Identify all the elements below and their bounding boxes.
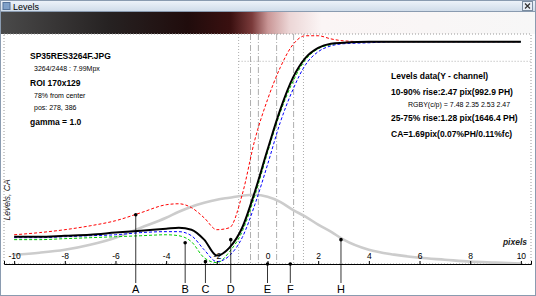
series-line [14, 42, 521, 262]
x-tick-label: 4 [367, 251, 372, 261]
x-tick-label: -8 [62, 251, 70, 261]
annotation-label: A [132, 283, 140, 295]
x-tick-label: 8 [468, 251, 473, 261]
series-line [14, 42, 521, 263]
x-tick-label: -4 [163, 251, 171, 261]
x-tick: 10 [517, 251, 527, 264]
annotation-line [185, 243, 186, 283]
annotation-dot [183, 241, 187, 245]
info-text: 78% from center [34, 92, 86, 99]
x-tick-mark [65, 261, 66, 264]
close-box[interactable] [523, 2, 533, 11]
x-tick-mark [470, 261, 471, 264]
info-text: 10-90% rise:2.47 pix(992.9 PH) [391, 87, 513, 97]
close-icon[interactable] [525, 4, 530, 9]
x-tick-mark [420, 261, 421, 264]
annotation-dot [339, 238, 343, 242]
window-icon [3, 3, 10, 10]
x-tick-label: -2 [214, 251, 222, 261]
plot-area [14, 34, 531, 264]
annotation-label: D [227, 283, 235, 295]
x-tick: 8 [468, 251, 473, 264]
annotation-label: F [287, 283, 294, 295]
annotation-line [267, 264, 268, 283]
series-line [14, 36, 521, 235]
annotation-line [230, 240, 231, 283]
levels-window: Levels -10 -8 -6 -4 -2 0 2 4 6 8 10 Levels, CA pixels… [0, 0, 536, 296]
info-text: RGBY(c/p) = 7.48 2.35 2.53 2.47 [408, 101, 510, 109]
reference-vline [293, 34, 294, 264]
series-line [14, 42, 521, 256]
x-tick: -6 [112, 251, 120, 264]
x-tick-mark [115, 261, 116, 264]
x-tick-mark [318, 261, 319, 264]
x-tick: 0 [266, 251, 271, 264]
x-tick-label: 6 [418, 251, 423, 261]
annotation-dot [289, 262, 293, 266]
x-tick-mark [166, 261, 167, 264]
series-line [14, 195, 521, 264]
annotation-dot [204, 260, 208, 264]
window-background [1, 1, 536, 296]
reference-vline [250, 34, 251, 264]
x-tick-label: 2 [316, 251, 321, 261]
info-text: Levels data(Y - channel) [391, 71, 488, 81]
y-axis-title: Levels, CA [2, 179, 12, 220]
x-tick: -8 [62, 251, 70, 264]
reference-vline [238, 34, 239, 264]
annotation-line [290, 264, 291, 283]
annotation-label: C [201, 283, 209, 295]
info-text: pos: 278, 386 [34, 104, 77, 112]
x-tick: 2 [316, 251, 321, 264]
info-text: 3264/2448 : 7.99Mpx [34, 65, 100, 73]
reference-vline [258, 34, 259, 264]
x-tick-label: -6 [112, 251, 120, 261]
annotation-line [205, 262, 206, 283]
x-tick-label: 10 [517, 251, 527, 261]
info-text: 25-75% rise:1.28 pix(1646.4 PH) [391, 113, 518, 123]
plot-frame [4, 34, 531, 264]
x-tick-mark [14, 261, 15, 264]
window-title: Levels [13, 2, 40, 12]
edge-image-strip [1, 12, 535, 34]
annotation-dot [229, 238, 233, 242]
info-text: SP35RES3264F.JPG [30, 51, 111, 61]
info-text: gamma = 1.0 [30, 117, 82, 127]
annotation-label: E [264, 283, 271, 295]
info-text: ROI 170x129 [30, 78, 81, 88]
annotation-label: B [181, 283, 188, 295]
x-tick-mark [369, 261, 370, 264]
x-tick-mark [217, 261, 218, 264]
annotation-dot [134, 213, 138, 217]
x-tick: -4 [163, 251, 171, 264]
annotation-dot [266, 262, 270, 266]
x-axis-title: pixels [502, 237, 527, 247]
title-bar [1, 1, 536, 12]
x-tick: 4 [367, 251, 372, 264]
x-tick-label: -10 [8, 251, 21, 261]
annotation-line [135, 215, 136, 283]
reference-hline [239, 61, 531, 62]
x-tick-mark [521, 261, 522, 264]
reference-vline [276, 34, 277, 264]
annotation-line [340, 240, 341, 283]
annotation-label: H [337, 283, 345, 295]
x-tick-label: 0 [266, 251, 271, 261]
info-text: CA=1.69pix(0.07%PH/0.11%fc) [391, 129, 512, 139]
x-tick: 6 [418, 251, 423, 264]
x-tick: -2 [214, 251, 222, 264]
close-button[interactable] [523, 2, 533, 11]
x-tick: -10 [8, 251, 21, 264]
